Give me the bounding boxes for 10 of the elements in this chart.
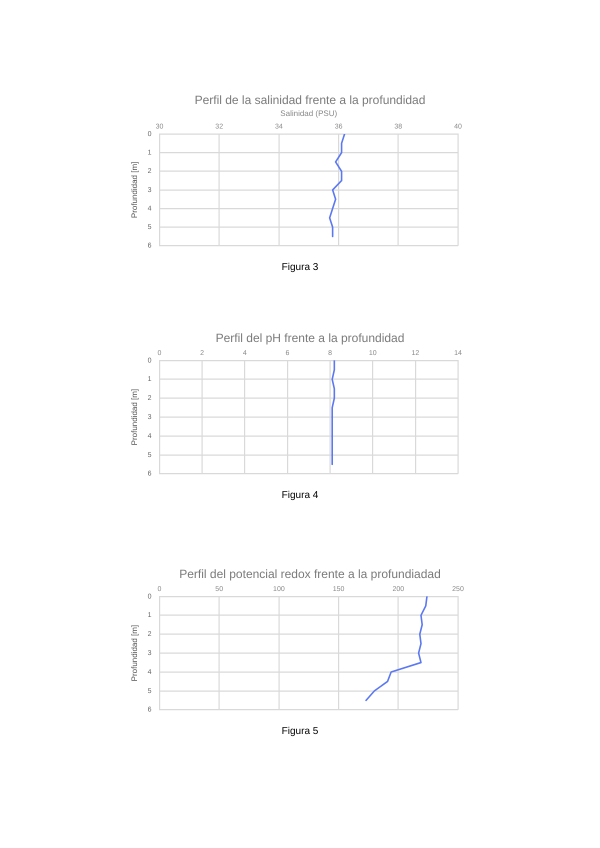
chart-title: Perfil de la salinidad frente a la profundidad bbox=[194, 93, 426, 108]
y-axis-title: Profundidad [m] bbox=[130, 162, 140, 218]
text: Figura 5 bbox=[280, 726, 320, 737]
y-axis-title: Profundidad [m] bbox=[130, 624, 140, 682]
text: Figura 4 bbox=[280, 490, 320, 501]
chart-title: Perfil del potencial redox frente a la profundiadad bbox=[178, 567, 442, 582]
chart-title: Perfil del pH frente a la profundidad bbox=[214, 331, 406, 346]
x-axis-title: Salinidad (PSU) bbox=[280, 109, 338, 118]
text: Figura 3 bbox=[280, 262, 320, 273]
y-axis-title: Profundidad [m] bbox=[130, 388, 140, 446]
